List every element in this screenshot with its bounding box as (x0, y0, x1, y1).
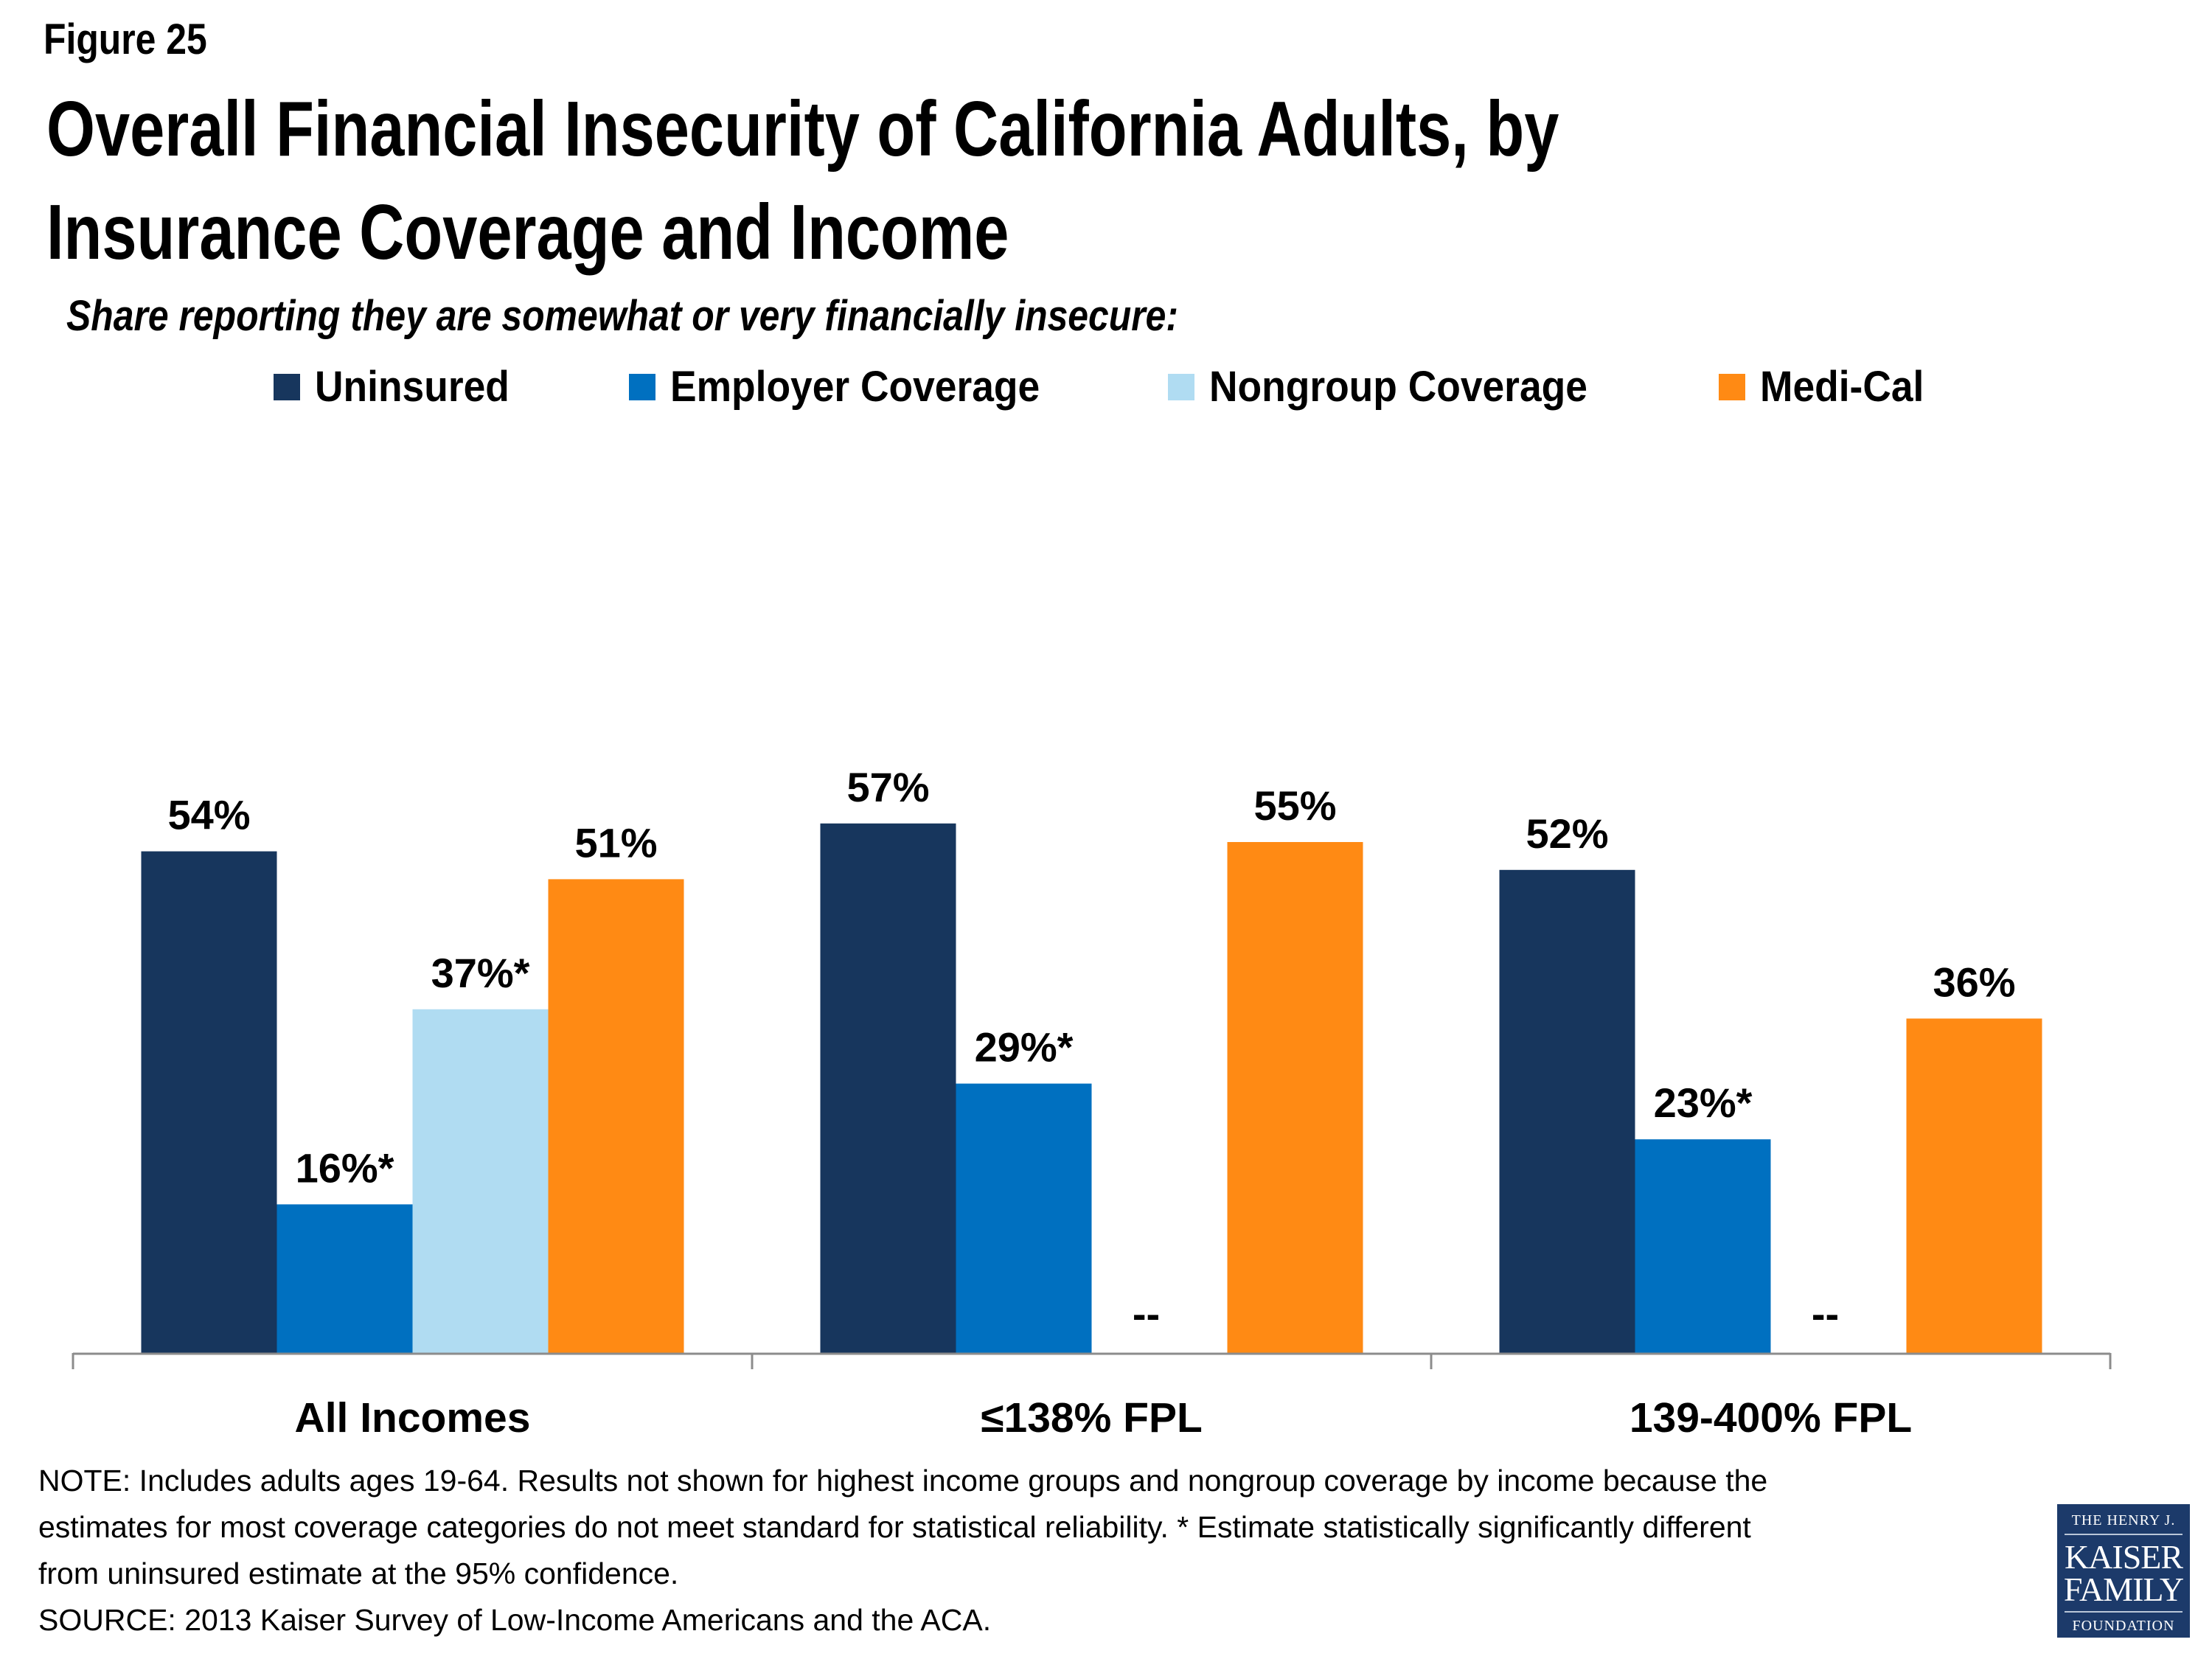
data-label: 55% (1253, 782, 1336, 829)
bar (1499, 869, 1635, 1353)
legend-label: Uninsured (315, 363, 509, 411)
note-line-3: from uninsured estimate at the 95% confi… (38, 1557, 679, 1590)
bar (1635, 1139, 1771, 1353)
kff-logo: THE HENRY J. KAISER FAMILY FOUNDATION (2057, 1504, 2190, 1638)
logo-divider (2065, 1611, 2183, 1613)
note-line-2: estimates for most coverage categories d… (38, 1510, 1751, 1544)
chart-title-line-2: Insurance Coverage and Income (46, 189, 1009, 276)
bar (276, 1204, 413, 1353)
data-label: 37%* (431, 950, 530, 996)
data-label: 54% (167, 792, 250, 838)
data-label: 16%* (296, 1144, 394, 1191)
legend-label: Nongroup Coverage (1209, 363, 1587, 411)
data-label-missing: -- (1812, 1290, 1839, 1337)
logo-line-4: FOUNDATION (2072, 1618, 2175, 1635)
bar (412, 1009, 549, 1353)
data-label: 36% (1933, 959, 2015, 1005)
data-label: 51% (574, 819, 657, 866)
legend-item-medi-cal: Medi-Cal (1719, 363, 1938, 411)
logo-line-1: THE HENRY J. (2071, 1512, 2176, 1528)
legend-item-nongroup: Nongroup Coverage (1168, 363, 1621, 411)
data-label: 23%* (1654, 1079, 1753, 1126)
bar (820, 823, 956, 1353)
chart-subtitle: Share reporting they are somewhat or ver… (66, 292, 1179, 340)
legend-swatch-nongroup (1168, 374, 1194, 400)
x-tick-label: ≤138% FPL (981, 1394, 1203, 1441)
logo-line-3: FAMILY (2063, 1570, 2184, 1608)
data-label: 52% (1526, 810, 1608, 857)
source-line: SOURCE: 2013 Kaiser Survey of Low-Income… (38, 1603, 992, 1637)
legend-label: Medi-Cal (1760, 363, 1924, 411)
data-label-missing: -- (1133, 1290, 1160, 1337)
bar (548, 879, 684, 1353)
legend-swatch-uninsured (274, 374, 300, 400)
data-label: 57% (846, 764, 929, 810)
legend-item-uninsured: Uninsured (274, 363, 526, 411)
logo-divider (2065, 1534, 2183, 1535)
bar (1906, 1018, 2042, 1353)
bar (141, 851, 277, 1353)
figure-label: Figure 25 (44, 15, 207, 63)
x-tick-label: 139-400% FPL (1630, 1394, 1912, 1441)
note-line-1: NOTE: Includes adults ages 19-64. Result… (38, 1464, 1768, 1498)
legend-label: Employer Coverage (670, 363, 1040, 411)
legend-swatch-medi-cal (1719, 374, 1745, 400)
legend-swatch-employer (629, 374, 655, 400)
data-label: 29%* (975, 1024, 1074, 1071)
bar (956, 1083, 1092, 1353)
x-tick-label: All Incomes (295, 1394, 531, 1441)
legend-item-employer: Employer Coverage (629, 363, 1072, 411)
logo-line-2: KAISER (2064, 1538, 2183, 1576)
chart-title-line-1: Overall Financial Insecurity of Californ… (46, 86, 1559, 173)
bar (1227, 842, 1363, 1353)
